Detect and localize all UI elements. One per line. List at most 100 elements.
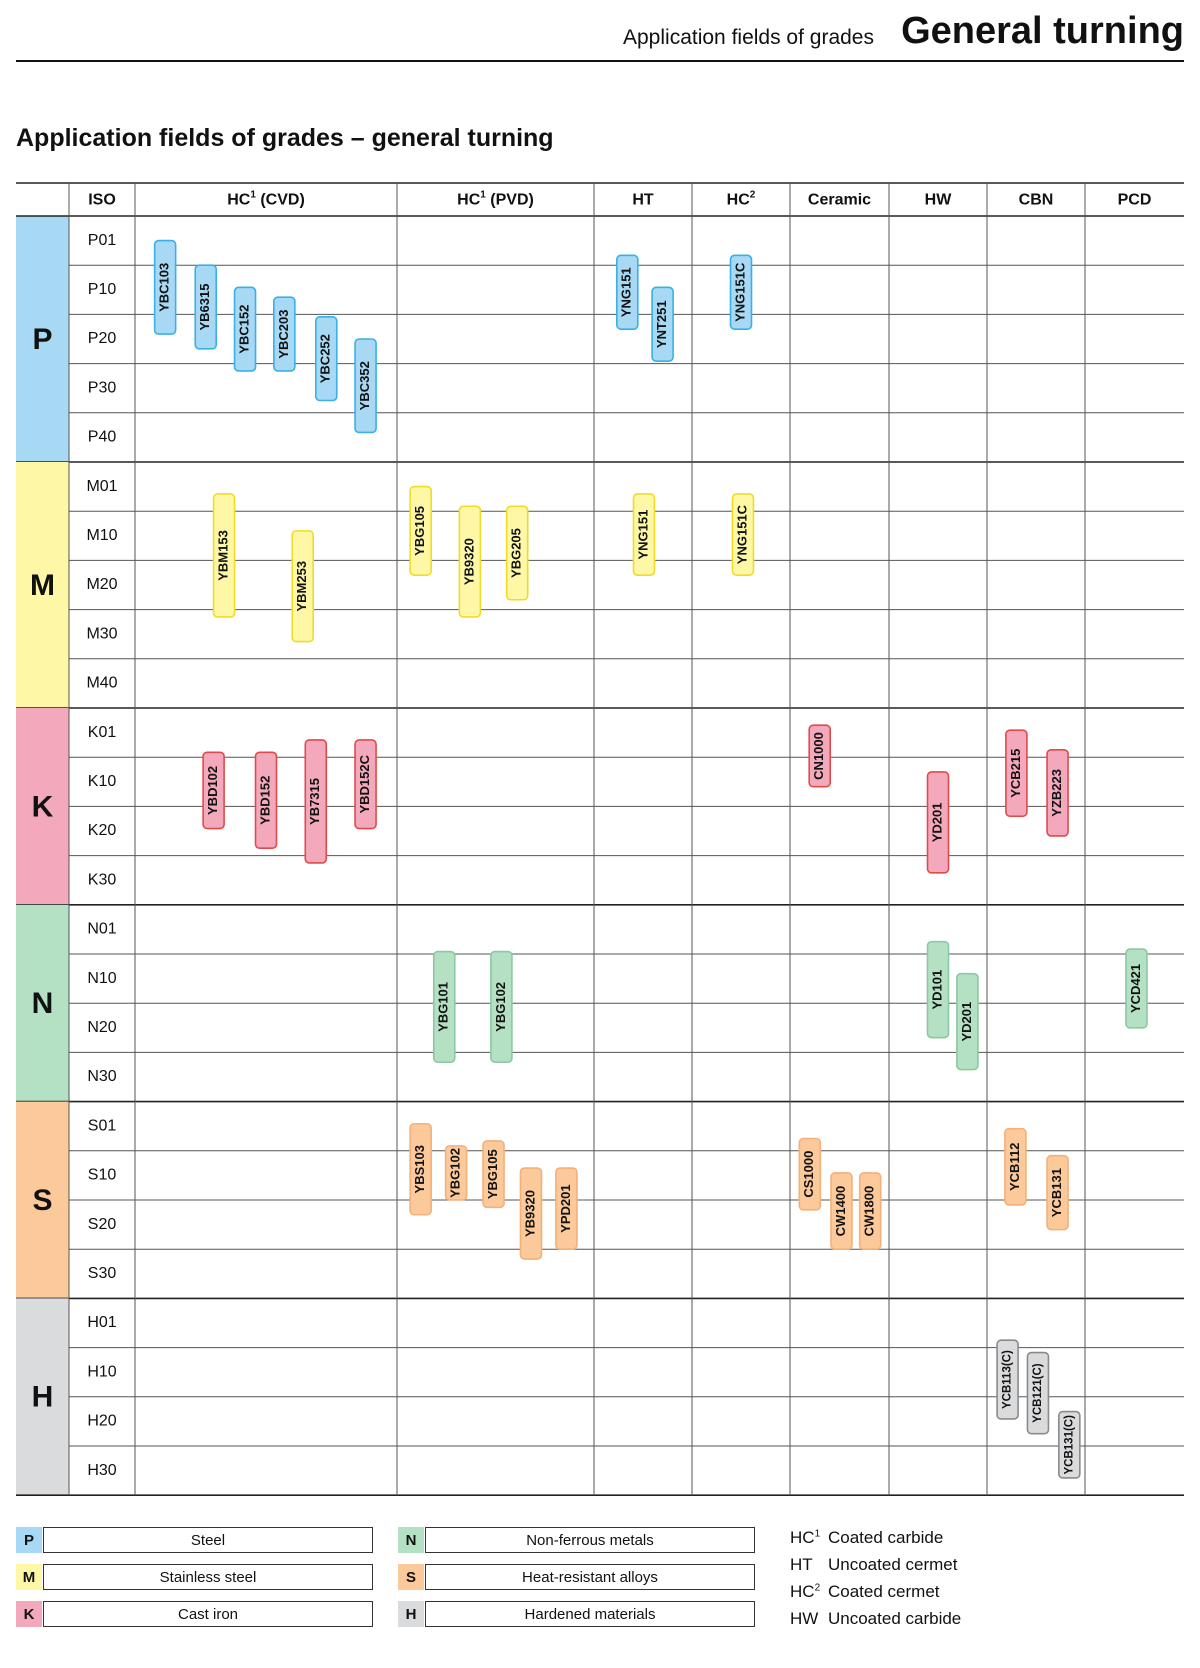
iso-row-label: P30 [88, 379, 117, 396]
grade-label: YBC252 [318, 334, 333, 383]
grade-label: YB9320 [522, 1190, 537, 1237]
grade-pill [798, 1137, 822, 1211]
grade-pill [1046, 749, 1069, 837]
group-band-m [16, 462, 69, 708]
grade-label: YB9320 [461, 538, 476, 585]
grade-pill [254, 751, 278, 850]
iso-row-label: N01 [87, 921, 116, 938]
grade-label: YBC352 [357, 361, 372, 410]
grade-label: YCB131(C) [1063, 1415, 1075, 1475]
grade-pill [1125, 948, 1148, 1029]
legend-item: K Cast iron [16, 1601, 373, 1627]
iso-row-label: N20 [87, 1019, 116, 1036]
grade-pill [731, 493, 755, 576]
abbreviation-desc: Uncoated cermet [828, 1555, 958, 1574]
grade-pill [194, 264, 218, 350]
iso-row-label: K30 [88, 871, 117, 888]
legend-code: P [16, 1527, 42, 1553]
iso-row-label: K10 [88, 773, 117, 790]
grade-label: YNT251 [654, 300, 669, 348]
grade-pill [926, 771, 950, 874]
grade-label: YBD102 [205, 766, 220, 815]
iso-row-label: M40 [86, 675, 117, 692]
grade-label: YD201 [929, 803, 944, 843]
grade-pill [409, 485, 432, 576]
grade-pill [1005, 729, 1028, 818]
iso-row-label: S30 [88, 1265, 117, 1282]
grade-pill [291, 530, 314, 643]
iso-row-label: H10 [87, 1363, 116, 1380]
grade-pill [153, 239, 177, 335]
abbreviation-code: HW [790, 1609, 819, 1628]
grade-pill [354, 338, 377, 434]
iso-row-label: P20 [88, 330, 117, 347]
iso-row-label: K20 [88, 822, 117, 839]
group-code-p: P [32, 323, 52, 356]
iso-row-label: N10 [87, 970, 116, 987]
legend-item: S Heat-resistant alloys [398, 1564, 755, 1590]
grade-pill [519, 1167, 543, 1260]
grade-pill [729, 254, 753, 330]
grade-label: YBC103 [157, 263, 172, 312]
grade-label: YNG151C [734, 504, 749, 564]
grade-pill [632, 493, 656, 576]
grade-label: YCB113(C) [1002, 1350, 1014, 1409]
iso-row-label: M01 [86, 478, 117, 495]
group-band-p [16, 216, 69, 462]
grade-pill [444, 1145, 468, 1201]
grade-pill [1046, 1154, 1069, 1231]
legend-code: K [16, 1601, 42, 1627]
grade-label: YB7315 [307, 778, 322, 825]
grade-label: YD101 [929, 970, 944, 1010]
grade-label: YD201 [959, 1002, 974, 1042]
grade-pill [432, 950, 456, 1064]
iso-row-label: K01 [88, 724, 117, 741]
abbreviation-code: HC1 [790, 1528, 821, 1547]
grade-pill [996, 1339, 1019, 1420]
grade-pill [830, 1172, 853, 1250]
group-band-k [16, 708, 69, 905]
grade-label: YCB131 [1049, 1168, 1064, 1217]
legend-item: N Non-ferrous metals [398, 1527, 755, 1553]
iso-row-label: S20 [88, 1216, 117, 1233]
legend-label: Stainless steel [43, 1564, 373, 1590]
grade-label: YNG151 [635, 510, 650, 560]
grade-pill [858, 1172, 882, 1250]
group-band-n [16, 904, 69, 1102]
grade-label: YBS103 [412, 1145, 427, 1193]
grade-label: YBG105 [412, 506, 427, 556]
legend-label: Steel [43, 1527, 373, 1553]
group-code-h: H [32, 1381, 54, 1414]
grade-label: YCB215 [1008, 749, 1023, 798]
grade-pill [926, 940, 950, 1039]
group-code-m: M [30, 569, 55, 602]
grade-pill [956, 972, 979, 1071]
iso-row-label: P01 [88, 232, 117, 249]
abbreviation-code: HT [790, 1555, 813, 1574]
legend-item: P Steel [16, 1527, 373, 1553]
column-header: HC2 [727, 190, 756, 209]
grade-pill [1026, 1351, 1050, 1435]
grade-pill [808, 724, 832, 788]
column-header: HT [632, 192, 654, 209]
group-code-k: K [32, 790, 54, 823]
group-code-s: S [32, 1184, 52, 1217]
group-band-h [16, 1298, 69, 1496]
grade-pill [490, 950, 513, 1064]
grade-label: YBG205 [509, 528, 524, 578]
legend-code: S [398, 1564, 424, 1590]
abbreviation-desc: Coated cermet [828, 1582, 940, 1601]
iso-header: ISO [88, 192, 116, 209]
grade-label: CS1000 [801, 1151, 816, 1198]
legend-code: N [398, 1527, 424, 1553]
grade-pill [555, 1167, 578, 1251]
grade-pill [616, 254, 639, 330]
column-header: CBN [1019, 192, 1054, 209]
grade-label: YBG105 [485, 1149, 500, 1199]
grade-label: YBG101 [436, 982, 451, 1032]
grade-pill [482, 1140, 505, 1209]
grade-label: YBM153 [216, 530, 231, 581]
group-code-n: N [32, 987, 54, 1020]
abbreviation-item: HT Uncoated cermet [790, 1555, 957, 1575]
